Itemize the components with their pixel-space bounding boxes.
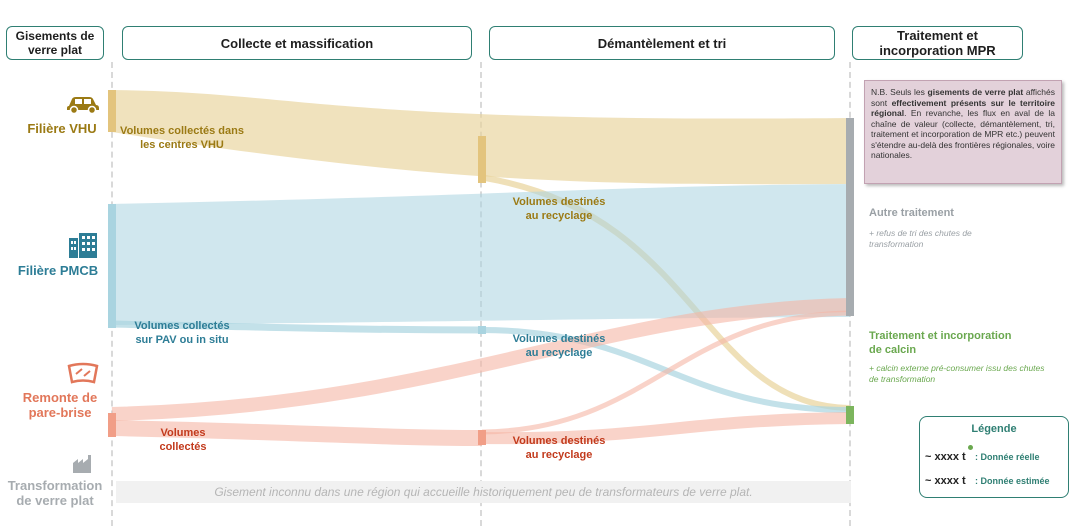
autre-traitement-title: Autre traitement (869, 207, 954, 219)
label-vhu-collect: Volumes collectés dans les centres VHU (120, 125, 244, 151)
filiere-vhu-label: Filière VHU (27, 121, 97, 136)
note-text-3: . En revanche, les flux en aval de la ch… (871, 108, 1056, 160)
legend-value-estimee: ~ xxxx t (925, 475, 966, 487)
header-collecte-label: Collecte et massification (220, 35, 374, 51)
note-bold-2: effectivement présents sur le territoire… (871, 97, 1055, 119)
node-vhu-demant (478, 136, 486, 183)
filiere-pmcb-label: Filière PMCB (17, 263, 99, 278)
flow-pb-to-autre (111, 298, 851, 421)
header-traitement-label: Traitement et incorporation MPR (879, 28, 996, 58)
note-box: N.B. Seuls les gisements de verre plat a… (864, 80, 1062, 184)
car-icon (67, 97, 99, 114)
flow-pmcb-main (112, 184, 850, 325)
legend-title: Légende (971, 423, 1017, 435)
label-pmcb-recyc: Volumes destinés au recyclage (512, 333, 606, 359)
node-pb-demant (478, 430, 486, 445)
transformation-banner: Gisement inconnu dans une région qui acc… (116, 481, 851, 503)
legend-box: Légende ~ xxxx t : Donnée réelle ~ xxxx … (919, 416, 1069, 498)
note-bold-1: gisements de verre plat (927, 87, 1024, 97)
filiere-transformation-label: Transformation de verre plat (7, 478, 103, 508)
legend-estimee-label: : Donnée estimée (975, 476, 1050, 486)
note-text-1: N.B. Seuls les (871, 87, 928, 97)
windshield-icon (67, 362, 99, 384)
filiere-parebrise-label: Remonte de pare-brise (22, 390, 98, 420)
label-pb-collect: Volumes collectés (159, 427, 207, 453)
legend-reelle-label: : Donnée réelle (975, 452, 1040, 462)
node-pmcb-demant (478, 326, 486, 334)
flow-pmcb-to-demant (111, 320, 483, 334)
node-calcin (846, 406, 854, 424)
node-vhu-collect (108, 90, 116, 132)
autre-traitement-sub: + refus de tri des chutes de transformat… (869, 228, 972, 249)
calcin-sub: + calcin externe pré-consumer issu des c… (869, 363, 1045, 384)
header-collecte: Collecte et massification (122, 26, 472, 60)
legend-value-reelle: ~ xxxx t (925, 451, 966, 463)
legend-dot-icon (968, 445, 973, 450)
node-autre-traitement (846, 118, 854, 316)
header-traitement: Traitement et incorporation MPR (852, 26, 1023, 60)
note-text-2: affichés sont (871, 87, 1055, 108)
node-pmcb-collect (108, 204, 116, 328)
label-pmcb-collect: Volumes collectés sur PAV ou in situ (134, 320, 230, 346)
header-demantelement: Démantèlement et tri (489, 26, 835, 60)
flow-pb-demant-to-autre (481, 310, 851, 435)
header-gisements: Gisements de verre plat (6, 26, 104, 60)
calcin-title: Traitement et incorporation de calcin (869, 330, 1012, 356)
building-icon (69, 233, 97, 258)
node-pb-collect (108, 413, 116, 437)
factory-icon (73, 455, 91, 473)
flow-pb-demant-to-calcin (481, 412, 851, 445)
header-gisements-label: Gisements de verre plat (15, 29, 95, 57)
flow-pb-to-demant (111, 420, 483, 446)
label-vhu-recyc: Volumes destinés au recyclage (512, 196, 606, 222)
label-pb-recyc: Volumes destinés au recyclage (512, 435, 606, 461)
header-demantelement-label: Démantèlement et tri (597, 35, 727, 51)
